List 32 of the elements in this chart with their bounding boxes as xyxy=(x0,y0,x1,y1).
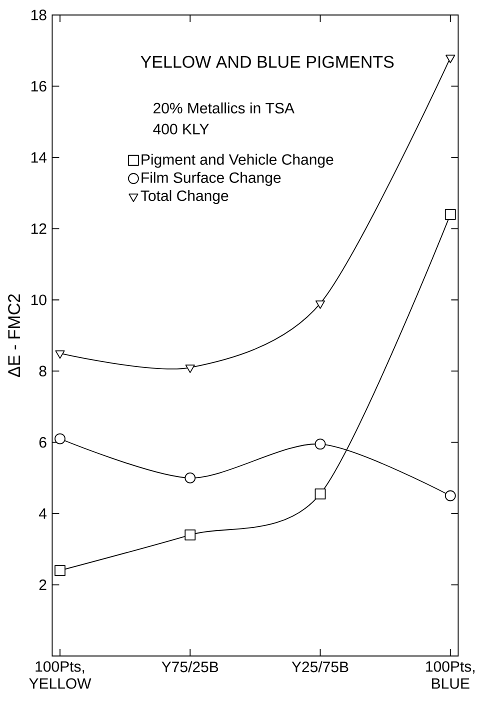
y-tick-label: 18 xyxy=(31,10,46,20)
y-axis-title: ΔE - FMC2 xyxy=(8,294,20,378)
point xyxy=(184,472,196,484)
y-tick-label: 10 xyxy=(31,294,46,306)
y-tick-label: 4 xyxy=(38,508,47,519)
point xyxy=(444,208,456,220)
point xyxy=(184,529,196,540)
legend-label: Film Surface Change xyxy=(142,172,281,186)
y-tick-label: 12 xyxy=(31,223,46,234)
x-tick-label: Y75/25B xyxy=(162,661,218,672)
point xyxy=(54,433,66,444)
x-tick-label: 100Pts, BLUE xyxy=(426,661,474,689)
y-tick-label: 14 xyxy=(31,152,47,163)
y-tick-label: 6 xyxy=(39,437,46,448)
point xyxy=(185,364,195,373)
point xyxy=(446,54,456,64)
point xyxy=(315,300,326,309)
x-tick-label: Y25/75B xyxy=(292,661,348,672)
point xyxy=(444,490,456,502)
point xyxy=(314,488,326,500)
legend-label: Pigment and Vehicle Change xyxy=(142,154,334,168)
point xyxy=(314,438,326,450)
x-tick-label: 100Pts, YELLOW xyxy=(29,661,92,689)
y-tick-label: 8 xyxy=(39,366,46,376)
point xyxy=(54,565,66,576)
legend-label: Total Change xyxy=(140,190,228,204)
y-tick-label: 16 xyxy=(31,80,46,92)
text: YELLOW AND BLUE PIGMENTS xyxy=(140,56,394,68)
y-tick-label: 2 xyxy=(39,580,46,590)
annotation: 20% Metallics in TSA xyxy=(154,102,294,114)
point xyxy=(55,350,65,359)
annotation: 400 KLY xyxy=(153,124,209,134)
